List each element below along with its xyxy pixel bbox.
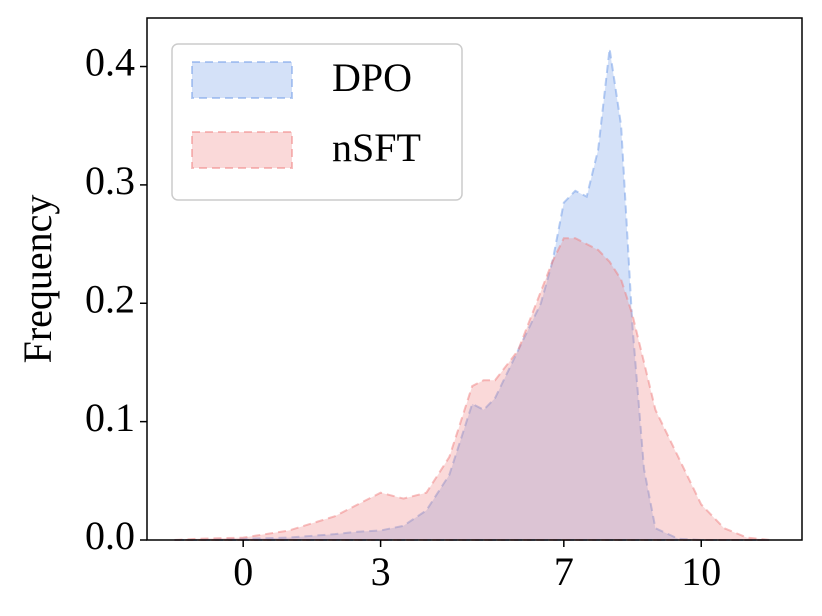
- plot-frame: [146, 17, 803, 541]
- legend-label: nSFT: [332, 125, 421, 170]
- density-area: [174, 48, 770, 541]
- legend-label: DPO: [332, 55, 412, 100]
- legend-swatch: [191, 61, 293, 99]
- y-tick-label: 0.1: [85, 395, 135, 440]
- y-tick-label: 0.4: [85, 40, 135, 85]
- legend-swatch: [191, 131, 293, 169]
- density-area: [174, 237, 771, 541]
- legend-box: [171, 43, 463, 201]
- y-axis-label: Frequency: [15, 195, 60, 364]
- y-tick-label: 0.0: [85, 513, 135, 558]
- x-tick-label: 3: [371, 549, 391, 594]
- x-tick-label: 7: [554, 549, 574, 594]
- x-tick-label: 10: [681, 549, 721, 594]
- y-tick-label: 0.2: [85, 276, 135, 321]
- x-tick-label: 0: [233, 549, 253, 594]
- y-tick-label: 0.3: [85, 158, 135, 203]
